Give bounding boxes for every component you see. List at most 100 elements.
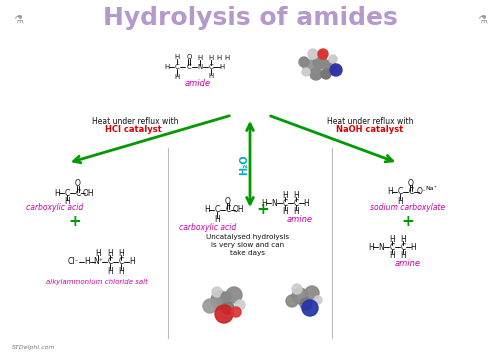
Text: H: H: [174, 54, 180, 60]
Text: C: C: [64, 189, 70, 197]
Text: +: +: [256, 203, 270, 217]
Text: OH: OH: [232, 205, 244, 215]
Circle shape: [305, 286, 319, 300]
Circle shape: [286, 295, 298, 307]
Text: sodium carboxylate: sodium carboxylate: [370, 203, 446, 213]
Text: C: C: [400, 243, 406, 251]
Text: C: C: [118, 257, 124, 267]
Circle shape: [221, 292, 231, 302]
Text: H: H: [208, 55, 214, 61]
Text: carboxylic acid: carboxylic acid: [26, 203, 84, 211]
Text: H: H: [220, 64, 224, 70]
Text: H: H: [118, 267, 124, 275]
Text: H: H: [129, 257, 135, 267]
Circle shape: [308, 49, 318, 59]
Text: C: C: [108, 257, 112, 267]
Text: C: C: [282, 198, 288, 208]
Text: H: H: [224, 55, 230, 61]
Text: N: N: [198, 64, 202, 70]
Text: H: H: [204, 205, 210, 215]
Text: C: C: [226, 205, 230, 215]
Text: H: H: [387, 187, 393, 197]
Text: H: H: [368, 243, 374, 251]
Circle shape: [321, 69, 331, 79]
Text: O: O: [186, 54, 192, 60]
Circle shape: [231, 307, 241, 317]
Circle shape: [299, 57, 309, 67]
Circle shape: [329, 55, 337, 63]
Text: H: H: [293, 191, 299, 199]
Text: amine: amine: [395, 258, 421, 268]
Text: O: O: [75, 179, 81, 189]
Text: take days: take days: [230, 250, 266, 256]
Text: amide: amide: [185, 78, 211, 88]
Text: H: H: [282, 207, 288, 215]
Text: H: H: [107, 267, 113, 275]
Circle shape: [292, 284, 302, 294]
Text: H: H: [410, 243, 416, 251]
Text: amine: amine: [287, 215, 313, 225]
Text: H: H: [397, 197, 403, 205]
Text: C: C: [186, 64, 192, 70]
Text: H: H: [198, 55, 202, 61]
Text: HCl catalyst: HCl catalyst: [104, 126, 162, 134]
Text: +: +: [68, 215, 82, 229]
Text: H: H: [174, 74, 180, 80]
Text: H: H: [214, 215, 220, 223]
Circle shape: [324, 60, 336, 72]
Circle shape: [292, 288, 308, 304]
Circle shape: [318, 49, 328, 59]
Text: STDelphi.com: STDelphi.com: [12, 345, 56, 349]
Text: is very slow and can: is very slow and can: [212, 242, 284, 248]
Text: Heat under reflux with: Heat under reflux with: [92, 118, 178, 126]
Circle shape: [314, 296, 322, 304]
Text: H: H: [261, 198, 267, 208]
Text: H: H: [208, 73, 214, 79]
Circle shape: [212, 287, 222, 297]
Text: alkylammonium chloride salt: alkylammonium chloride salt: [46, 279, 148, 285]
Text: Hydrolysis of amides: Hydrolysis of amides: [102, 6, 398, 30]
Circle shape: [302, 68, 310, 76]
Text: C: C: [398, 187, 402, 197]
Text: H: H: [282, 191, 288, 199]
Text: H: H: [389, 251, 395, 259]
Text: H: H: [118, 249, 124, 257]
Text: C: C: [208, 64, 214, 70]
Circle shape: [310, 68, 322, 80]
Text: H: H: [216, 55, 222, 61]
Circle shape: [226, 287, 242, 303]
Text: N: N: [271, 198, 277, 208]
Circle shape: [302, 300, 318, 316]
Text: O⁻: O⁻: [417, 187, 427, 197]
Text: N⁺: N⁺: [93, 257, 103, 267]
Circle shape: [330, 64, 342, 76]
Text: H: H: [303, 198, 309, 208]
Text: +: +: [402, 215, 414, 229]
Text: H: H: [107, 249, 113, 257]
Text: H: H: [389, 234, 395, 244]
Circle shape: [215, 305, 233, 323]
Circle shape: [235, 300, 245, 310]
Text: C: C: [174, 64, 180, 70]
Text: Heat under reflux with: Heat under reflux with: [327, 118, 413, 126]
Circle shape: [303, 60, 317, 74]
Circle shape: [211, 291, 229, 309]
Text: C: C: [390, 243, 394, 251]
Text: H: H: [54, 189, 60, 197]
Text: C: C: [76, 189, 80, 197]
Text: H: H: [84, 257, 90, 267]
Text: OH: OH: [82, 189, 94, 197]
Text: N: N: [378, 243, 384, 251]
Text: O: O: [225, 197, 231, 205]
Text: NaOH catalyst: NaOH catalyst: [336, 126, 404, 134]
Text: H: H: [64, 197, 70, 207]
Text: Na⁺: Na⁺: [425, 185, 437, 191]
Text: C: C: [214, 205, 220, 215]
Text: H: H: [164, 64, 170, 70]
Text: Uncatalysed hydrolysis: Uncatalysed hydrolysis: [206, 234, 290, 240]
Text: H₂O: H₂O: [239, 155, 249, 175]
Circle shape: [222, 302, 234, 314]
Text: C: C: [408, 187, 414, 197]
Text: H: H: [95, 249, 101, 257]
Text: C: C: [294, 198, 298, 208]
